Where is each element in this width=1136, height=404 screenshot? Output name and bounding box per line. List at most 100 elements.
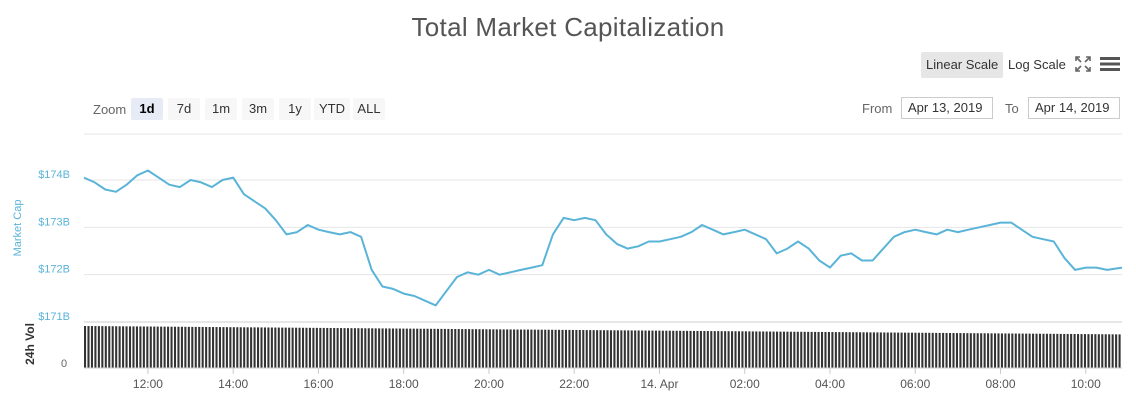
volume-bar <box>831 332 834 368</box>
volume-bar <box>236 327 239 368</box>
volume-bar <box>513 329 516 368</box>
to-date-input[interactable]: Apr 14, 2019 <box>1028 97 1120 119</box>
volume-bar <box>208 327 211 368</box>
volume-bar <box>1025 333 1028 368</box>
volume-bar <box>447 328 450 368</box>
from-label: From <box>862 101 893 116</box>
volume-bar <box>1083 334 1087 368</box>
volume-bar <box>547 329 550 368</box>
volume-bar <box>374 328 377 368</box>
volume-bar <box>381 328 384 368</box>
volume-bar <box>350 328 353 368</box>
x-tick-label: 18:00 <box>389 377 419 391</box>
volume-bar <box>333 328 336 368</box>
x-tick-label: 08:00 <box>985 377 1015 391</box>
gridlines <box>84 133 1122 323</box>
log-scale-button[interactable]: Log Scale <box>1008 57 1066 72</box>
volume-bar <box>969 333 972 368</box>
volume-bar <box>938 332 941 368</box>
volume-bar <box>658 330 661 368</box>
volume-bar <box>907 332 910 368</box>
x-tick-label: 14:00 <box>218 377 248 391</box>
volume-bar <box>163 326 166 368</box>
volume-bar <box>426 328 429 368</box>
x-tick-label: 14. Apr <box>640 377 678 391</box>
volume-bar <box>862 332 865 368</box>
volume-bar <box>1000 333 1003 368</box>
volume-bar <box>876 332 879 368</box>
volume-bar <box>322 327 325 368</box>
volume-bar <box>810 331 813 368</box>
volume-bar <box>720 331 723 368</box>
volume-bar <box>388 328 391 368</box>
volume-bar <box>651 330 654 368</box>
volume-bar <box>419 328 422 368</box>
volume-bar <box>980 333 983 368</box>
volume-bar <box>232 327 235 368</box>
volume-bar <box>644 330 647 368</box>
volume-bar <box>395 328 398 368</box>
volume-bar <box>170 326 173 368</box>
zoom-7d-button[interactable]: 7d <box>168 98 200 120</box>
fullscreen-icon[interactable] <box>1074 55 1092 73</box>
hamburger-menu-icon[interactable] <box>1100 56 1120 72</box>
volume-bar <box>295 327 298 368</box>
x-tick-label: 10:00 <box>1071 377 1101 391</box>
volume-bar <box>457 329 460 368</box>
volume-bar <box>949 333 952 368</box>
volume-bar <box>796 331 799 368</box>
zoom-all-button[interactable]: ALL <box>353 98 385 120</box>
zoom-ytd-button[interactable]: YTD <box>314 98 350 120</box>
volume-bar <box>807 331 810 368</box>
volume-bar <box>253 327 256 368</box>
volume-bar <box>378 328 381 368</box>
volume-bar <box>488 329 491 368</box>
volume-bar <box>817 331 820 368</box>
volume-bar <box>391 328 395 368</box>
volume-bar <box>952 333 955 368</box>
volume-bar <box>703 331 706 368</box>
volume-bar <box>436 328 439 368</box>
volume-bar <box>153 326 156 368</box>
volume-bar <box>1097 334 1100 368</box>
volume-bar <box>855 332 858 368</box>
volume-bar <box>689 330 692 368</box>
from-date-input[interactable]: Apr 13, 2019 <box>901 97 993 119</box>
volume-bar <box>84 326 87 368</box>
volume-bar <box>1018 333 1021 368</box>
volume-bar <box>627 330 630 368</box>
volume-bar <box>97 326 100 368</box>
volume-bar <box>834 332 837 368</box>
volume-bar <box>1080 334 1083 368</box>
volume-bar <box>748 331 751 368</box>
volume-bar <box>800 331 803 368</box>
to-label: To <box>1005 101 1019 116</box>
zoom-1m-button[interactable]: 1m <box>205 98 237 120</box>
volume-bar <box>654 330 657 368</box>
volume-bar <box>935 332 938 368</box>
volume-bar <box>765 331 768 368</box>
volume-bar <box>1115 334 1118 368</box>
volume-bar <box>430 328 433 368</box>
volume-bar <box>329 327 332 368</box>
volume-bar <box>900 332 903 368</box>
linear-scale-button[interactable]: Linear Scale <box>921 52 1004 78</box>
volume-bar <box>416 328 419 368</box>
zoom-1y-button[interactable]: 1y <box>279 98 311 120</box>
volume-bar <box>440 328 443 368</box>
volume-bar <box>592 330 595 368</box>
zoom-1d-button[interactable]: 1d <box>131 98 163 120</box>
y-axis-label: Market Cap <box>12 200 24 257</box>
zoom-3m-button[interactable]: 3m <box>242 98 274 120</box>
volume-bar <box>904 332 907 368</box>
volume-bar <box>1035 333 1038 368</box>
volume-bar <box>841 332 844 368</box>
volume-bar <box>973 333 976 368</box>
volume-bar <box>741 331 744 368</box>
volume-bar <box>478 329 481 368</box>
volume-bar <box>1049 333 1052 368</box>
volume-bar <box>692 330 696 368</box>
volume-bar <box>485 329 488 368</box>
volume-bar <box>931 332 934 368</box>
volume-bar <box>661 330 664 368</box>
